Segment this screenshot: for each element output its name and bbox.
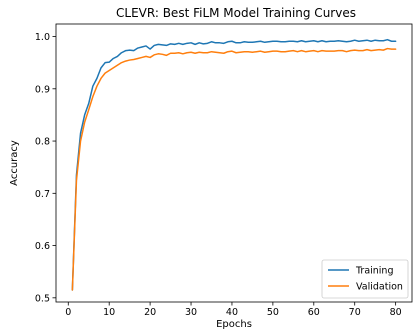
y-tick-label: 0.7 xyxy=(35,189,50,200)
plot-frame xyxy=(55,23,413,303)
y-axis-label: Accuracy xyxy=(9,140,20,186)
y-tick-label: 0.6 xyxy=(35,241,50,252)
legend-label-training: Training xyxy=(355,266,394,277)
x-tick-label: 0 xyxy=(65,307,71,318)
x-tick-label: 30 xyxy=(185,307,197,318)
legend-label-validation: Validation xyxy=(356,282,403,293)
x-tick-label: 60 xyxy=(308,307,320,318)
x-tick-label: 50 xyxy=(267,307,279,318)
x-tick-label: 80 xyxy=(390,307,402,318)
x-tick-label: 10 xyxy=(103,307,115,318)
y-tick-label: 0.9 xyxy=(35,84,50,95)
x-axis-ticks: 0 10 20 30 40 50 60 70 80 xyxy=(65,302,402,318)
y-tick-label: 0.5 xyxy=(35,293,50,304)
y-tick-label: 1.0 xyxy=(35,32,50,43)
legend: Training Validation xyxy=(321,259,409,299)
series-line-validation xyxy=(71,47,397,291)
plot-area xyxy=(55,23,413,303)
x-axis-label: Epochs xyxy=(216,319,252,330)
x-tick-label: 20 xyxy=(144,307,156,318)
y-axis-ticks: 0.5 0.6 0.7 0.8 0.9 1.0 xyxy=(35,32,56,304)
y-tick-label: 0.8 xyxy=(35,137,50,148)
series-layer xyxy=(71,38,397,291)
x-tick-label: 40 xyxy=(226,307,238,318)
chart-title: CLEVR: Best FiLM Model Training Curves xyxy=(116,6,356,20)
series-line-training xyxy=(71,38,397,291)
x-tick-label: 70 xyxy=(349,307,361,318)
